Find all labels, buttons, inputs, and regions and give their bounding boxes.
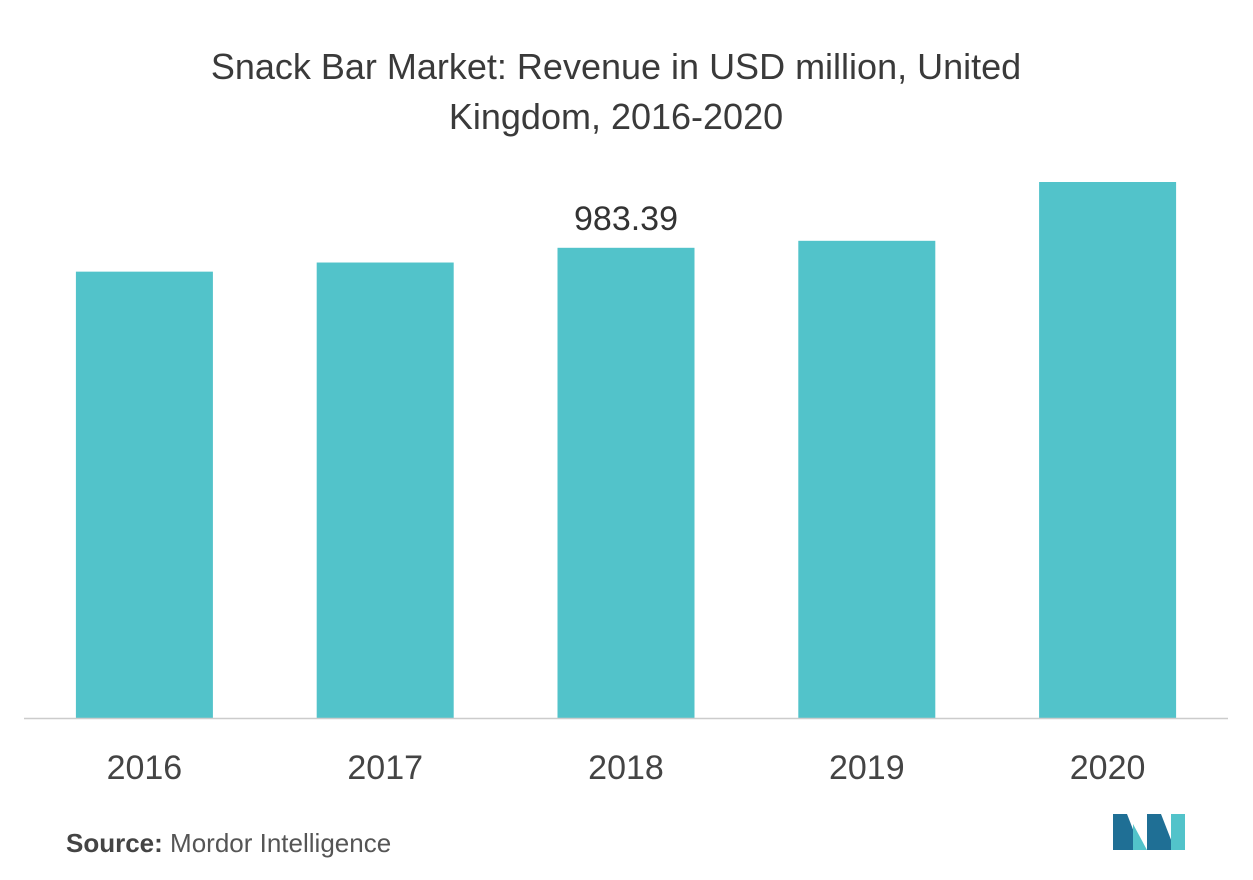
- source-label: Source:: [66, 828, 163, 858]
- bar-2019: [798, 240, 936, 718]
- bar-2020: [1039, 182, 1177, 718]
- source-note: Source: Mordor Intelligence: [66, 828, 391, 859]
- bar-2016: [75, 271, 213, 718]
- chart-title-line-2: Kingdom, 2016-2020: [448, 96, 784, 137]
- bar-chart: 2016 2017 2018 983.39 2019 2020: [24, 182, 1228, 787]
- bar-2017: [316, 262, 454, 718]
- chart-title-line-1: Snack Bar Market: Revenue in USD million…: [210, 46, 1022, 87]
- bar-2018: [557, 247, 695, 718]
- data-label-2018: 983.39: [574, 200, 678, 238]
- chart-title: Snack Bar Market: Revenue in USD million…: [0, 42, 1232, 142]
- mordor-intelligence-logo-icon: [1113, 814, 1185, 850]
- x-tick-label-2018: 2018: [588, 749, 664, 787]
- x-tick-label-2016: 2016: [107, 749, 183, 787]
- source-text: Mordor Intelligence: [170, 828, 392, 858]
- x-tick-label-2019: 2019: [829, 749, 905, 787]
- x-tick-label-2017: 2017: [347, 749, 423, 787]
- x-tick-label-2020: 2020: [1070, 749, 1146, 787]
